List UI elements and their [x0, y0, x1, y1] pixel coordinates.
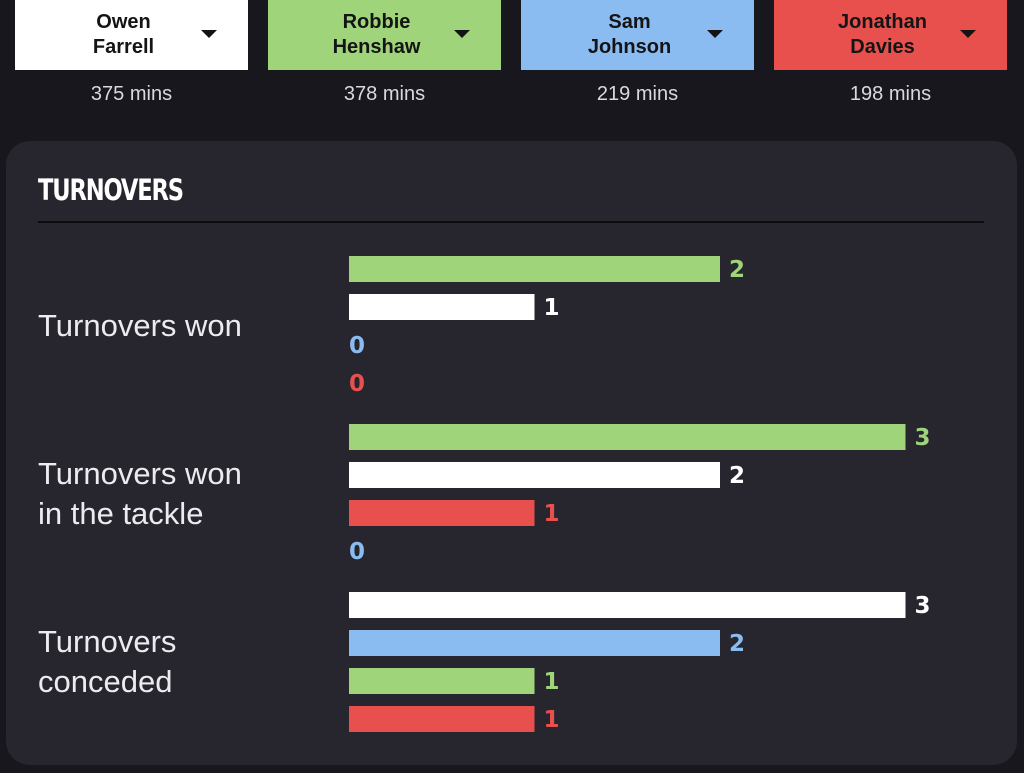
chevron-down-icon[interactable] [201, 30, 217, 38]
bar [349, 294, 535, 320]
bar [349, 500, 535, 526]
card-title: TURNOVERS [38, 173, 184, 207]
player-select-henshaw[interactable]: Robbie Henshaw [268, 0, 501, 70]
value-label: 1 [544, 295, 560, 321]
player-name: Robbie Henshaw [332, 11, 421, 58]
bar [349, 256, 720, 282]
player-column-4: Jonathan Davies 198 mins [774, 0, 1007, 106]
bar [349, 592, 906, 618]
player-column-3: Sam Johnson 219 mins [521, 0, 754, 106]
player-minutes: 198 mins [849, 83, 932, 105]
value-label: 1 [544, 669, 560, 695]
turnovers-card: TURNOVERS Turnovers won 2 1 0 0 Turnovers won… [6, 141, 1017, 765]
category-label: Turnovers won [38, 308, 242, 343]
player-select-farrell[interactable]: Owen Farrell [15, 0, 248, 70]
bar [349, 706, 535, 732]
player-column-2: Robbie Henshaw 378 mins [268, 0, 501, 106]
card-divider [38, 221, 984, 223]
bar [349, 630, 720, 656]
player-column-1: Owen Farrell 375 mins [15, 0, 248, 106]
bar [349, 462, 720, 488]
player-minutes: 375 mins [90, 83, 173, 105]
player-minutes: 378 mins [343, 83, 426, 105]
chevron-down-icon[interactable] [707, 30, 723, 38]
value-label: 1 [544, 707, 560, 733]
player-minutes: 219 mins [596, 83, 679, 105]
value-label: 2 [729, 257, 745, 283]
value-label: 1 [544, 501, 560, 527]
value-label: 2 [729, 463, 745, 489]
player-name: Jonathan Davies [838, 11, 927, 58]
value-label: 0 [349, 333, 365, 359]
player-selector-strip: Owen Farrell 375 mins Robbie Henshaw 378… [15, 0, 1007, 106]
turnovers-bar-chart: Turnovers won 2 1 0 0 Turnovers won in the tac… [38, 256, 931, 733]
value-label: 0 [349, 539, 365, 565]
chevron-down-icon[interactable] [960, 30, 976, 38]
category-label: Turnovers conceded [38, 624, 176, 699]
value-label: 0 [349, 371, 365, 397]
player-select-davies[interactable]: Jonathan Davies [774, 0, 1007, 70]
player-select-johnson[interactable]: Sam Johnson [521, 0, 754, 70]
value-label: 2 [729, 631, 745, 657]
value-label: 3 [915, 425, 931, 451]
chevron-down-icon[interactable] [454, 30, 470, 38]
bar [349, 424, 906, 450]
value-label: 3 [915, 593, 931, 619]
player-name: Owen Farrell [92, 11, 155, 58]
category-label: Turnovers won in the tackle [38, 456, 242, 531]
player-name: Sam Johnson [587, 11, 672, 58]
bar [349, 668, 535, 694]
